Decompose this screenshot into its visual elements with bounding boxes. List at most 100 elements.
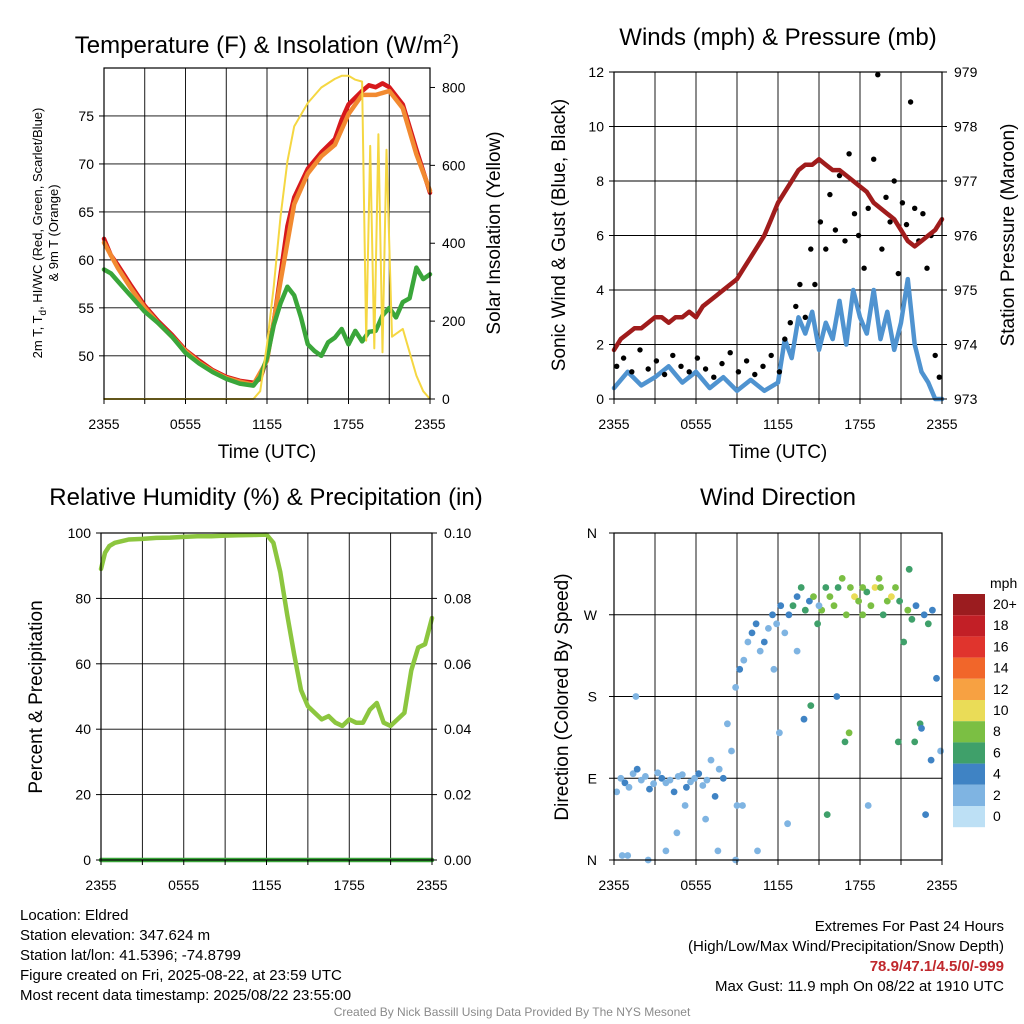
y-right-tick-label: 0.02 xyxy=(444,787,471,803)
legend-label: 6 xyxy=(993,744,1001,760)
x-tick-label: 1155 xyxy=(252,416,282,432)
direction-point xyxy=(851,593,858,600)
winds-xlabel: Time (UTC) xyxy=(729,442,828,463)
direction-point xyxy=(801,606,809,614)
x-tick-label: 2355 xyxy=(926,877,957,893)
y-tick-label: E xyxy=(588,770,597,786)
y-right-tick-label: 800 xyxy=(442,79,466,95)
gust-point xyxy=(782,336,788,342)
extremes-subtitle: (High/Low/Max Wind/Precipitation/Snow De… xyxy=(688,938,1004,955)
direction-point xyxy=(834,584,842,591)
humidity-ticks: 2355 0555 1155 1755 2355 0 20 40 60 80 100 0.00 0.02… xyxy=(68,525,472,893)
legend-swatch xyxy=(953,742,985,764)
recent-timestamp: Most recent data timestamp: 2025/08/22 2… xyxy=(20,987,352,1004)
gust-point xyxy=(787,320,793,326)
y-right-tick-label: 200 xyxy=(442,313,466,329)
direction-point xyxy=(666,776,674,784)
direction-point xyxy=(752,620,760,628)
direction-point xyxy=(894,738,902,746)
gust-point xyxy=(895,270,901,277)
direction-point xyxy=(733,802,741,809)
extremes-box: Extremes For Past 24 Hours (High/Low/Max… xyxy=(688,917,1004,997)
y-tick-label: 60 xyxy=(75,656,91,672)
gust-point xyxy=(727,350,733,356)
direction-point xyxy=(904,606,912,614)
figure-created: Figure created on Fri, 2025-08-22, at 23… xyxy=(20,967,342,984)
gust-point xyxy=(932,352,938,359)
direction-point xyxy=(937,747,944,755)
direction-point xyxy=(650,780,657,788)
y-tick-label: 60 xyxy=(78,252,94,268)
gust-point xyxy=(735,369,742,375)
y-tick-label: 0 xyxy=(83,852,91,868)
y-right-tick-label: 0.06 xyxy=(444,656,471,672)
speed-legend-title: mph xyxy=(990,575,1017,591)
insolation-ylabel: Solar Insolation (Yellow) xyxy=(484,131,505,334)
direction-point xyxy=(793,593,801,600)
station-location: Location: Eldred xyxy=(20,907,129,924)
gust-point xyxy=(802,314,808,320)
direction-point xyxy=(678,771,686,778)
direction-point xyxy=(789,602,797,610)
gust-point xyxy=(743,358,750,364)
x-tick-label: 2355 xyxy=(416,877,447,893)
direction-point xyxy=(841,738,849,746)
gust-point xyxy=(711,374,717,380)
y-right-tick-label: 0.08 xyxy=(444,590,471,606)
direction-point xyxy=(624,852,632,859)
direction-point xyxy=(625,783,633,791)
gust-point xyxy=(924,265,930,271)
gust-point xyxy=(865,205,871,211)
winds-panel: Winds (mph) & Pressure (mb) Time (UTC) S… xyxy=(549,24,1019,463)
legend-label: 18 xyxy=(993,617,1009,633)
x-tick-label: 0555 xyxy=(680,416,711,432)
direction-point xyxy=(797,584,805,591)
direction-point xyxy=(826,593,834,600)
direction-point xyxy=(748,629,756,637)
legend-label: 10 xyxy=(993,702,1009,718)
gust-point xyxy=(752,371,758,378)
pressure-ylabel: Station Pressure (Maroon) xyxy=(998,124,1019,347)
direction-point xyxy=(770,665,778,673)
winds-series xyxy=(611,72,945,402)
direction-point xyxy=(842,611,850,619)
series-line-2 xyxy=(611,156,945,353)
gust-point xyxy=(702,366,709,372)
x-tick-label: 1155 xyxy=(763,877,793,893)
direction-point xyxy=(632,693,640,700)
x-tick-label: 1755 xyxy=(334,877,365,893)
y-right-tick-label: 977 xyxy=(954,173,978,189)
series-line-0 xyxy=(98,532,435,729)
x-tick-label: 0555 xyxy=(168,877,199,893)
legend-swatch xyxy=(953,636,985,658)
y-tick-label: 40 xyxy=(75,721,91,737)
y-right-tick-label: 0.00 xyxy=(444,852,471,868)
y-tick-label: 70 xyxy=(78,156,94,172)
direction-point xyxy=(781,629,789,637)
direction-point xyxy=(739,802,746,809)
direction-point xyxy=(662,847,670,855)
gust-point xyxy=(694,355,701,361)
gust-point xyxy=(637,347,643,353)
y-right-tick-label: 976 xyxy=(954,228,978,244)
wind-direction-ylabel: Direction (Colored By Speed) xyxy=(552,573,573,820)
x-tick-label: 2355 xyxy=(85,877,116,893)
x-tick-label: 0555 xyxy=(170,416,201,432)
y-tick-label: 75 xyxy=(78,108,94,124)
speed-legend: mph 20+ 18 16 14 12 10 8 6 4 2 0 xyxy=(953,575,1017,828)
gust-point xyxy=(686,369,692,375)
station-elevation: Station elevation: 347.624 m xyxy=(20,927,211,944)
station-latlon: Station lat/lon: 41.5396; -74.8799 xyxy=(20,947,242,964)
direction-point xyxy=(927,756,935,764)
y-tick-label: 20 xyxy=(75,787,91,803)
x-tick-label: 2355 xyxy=(88,416,119,432)
direction-point xyxy=(736,665,744,673)
direction-point xyxy=(654,769,662,777)
direction-point xyxy=(673,829,681,837)
winds-ylabel: Sonic Wind & Gust (Blue, Black) xyxy=(549,99,570,371)
temperature-panel: Temperature (F) & Insolation (W/m2) Time… xyxy=(30,31,505,463)
direction-point xyxy=(776,729,783,737)
direction-point xyxy=(863,588,871,596)
temperature-grid xyxy=(104,68,430,399)
direction-point xyxy=(670,788,678,796)
